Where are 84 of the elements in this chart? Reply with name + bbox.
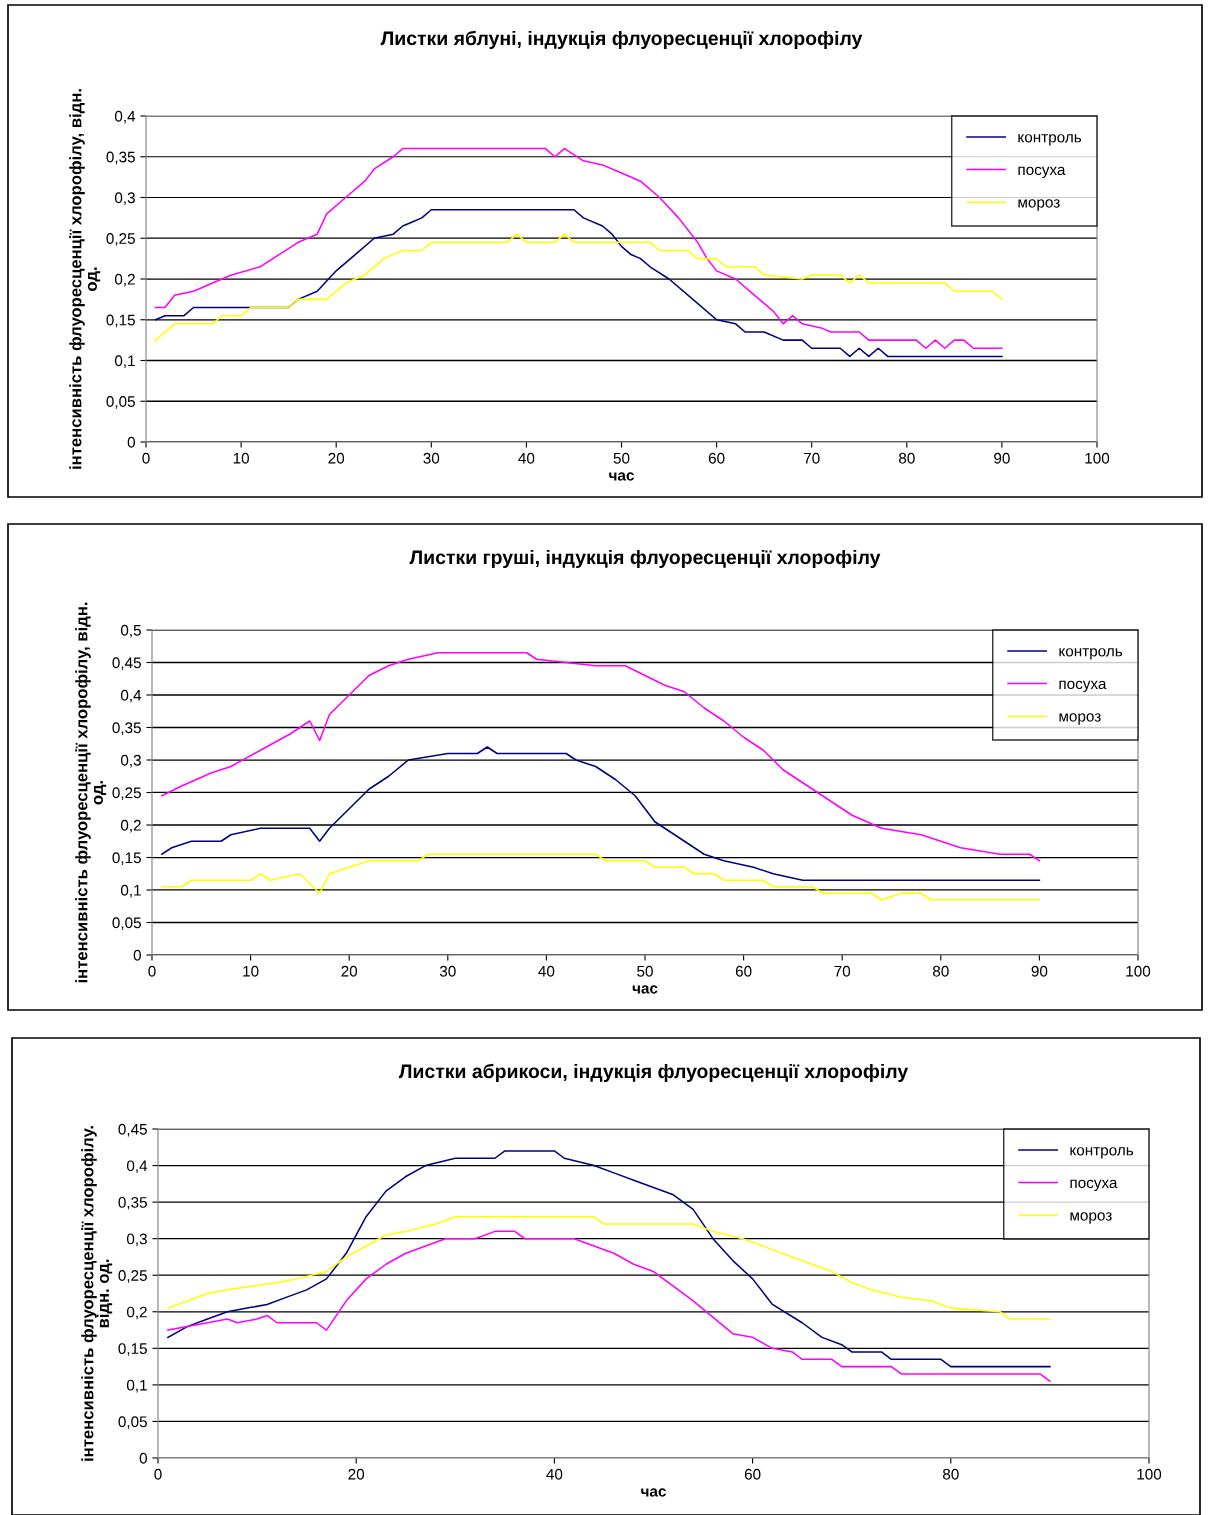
x-tick-label: 80 [932,965,949,977]
line-series [167,1230,1051,1382]
x-tick-label: 10 [243,965,259,977]
x-tick-label: 70 [834,965,851,977]
x-tick-label: 40 [546,1468,563,1480]
chart-title: Листки яблуні, індукція флуоресценції хлорофілу [380,30,863,50]
x-tick-label: 70 [803,452,820,464]
legend-label: посуха [1070,1179,1118,1192]
y-tick-label: 0,3 [126,1233,147,1247]
x-tick-label: 20 [328,452,345,464]
x-tick-label: 90 [1031,965,1048,977]
y-tick-label: 0,25 [112,787,141,800]
y-tick-label: 0,15 [112,852,141,865]
y-axis-title: інтенсивність флуоресценції хлорофілу, відн. од. [75,602,107,983]
y-tick-label: 0,45 [112,657,141,670]
y-tick-label: 0,4 [114,110,136,124]
y-tick-label: 0,3 [120,754,141,768]
y-tick-label: 0 [139,1452,147,1464]
chart-title: Листки груші, індукція флуоресценції хлорофілу [409,549,881,569]
y-tick-label: 0,1 [114,355,135,368]
x-axis-title: час [609,472,634,481]
y-tick-label: 0,1 [126,1379,147,1393]
legend-label: мороз [1018,199,1060,211]
x-tick-label: 10 [233,452,249,464]
x-tick-label: 30 [423,452,440,464]
y-axis-title: інтенсивність флуоресценції хлорофілу, відн. од. [69,89,101,469]
y-tick-label: 0,25 [106,233,135,246]
line-series [167,1150,1051,1368]
line-series [154,208,1003,358]
x-tick-label: 0 [148,965,156,977]
x-tick-label: 90 [994,452,1010,464]
line-series [161,651,1041,862]
line-series [154,147,1003,350]
legend-label: посуха [1018,166,1066,179]
y-tick-label: 0,05 [106,396,135,409]
y-axis-title: інтенсивність флуоресценції хлорофілу. відн. од. [81,1126,113,1461]
y-tick-label: 0 [133,949,141,961]
y-tick-label: 0,35 [112,722,141,735]
y-tick-label: 0,05 [112,917,141,930]
x-tick-label: 60 [708,452,725,464]
chart-title: Листки абрикоси, індукція флуоресценції хлорофілу [398,1063,909,1083]
x-tick-label: 0 [154,1468,162,1480]
line-series [161,746,1041,882]
legend-label: контроль [1070,1147,1134,1159]
x-tick-label: 100 [1126,965,1151,977]
line-series [167,1215,1051,1320]
y-tick-label: 0,1 [120,884,141,898]
legend-label: мороз [1059,713,1101,725]
x-tick-label: 100 [1137,1468,1162,1480]
legend-label: мороз [1070,1212,1112,1224]
x-axis-title: час [641,1488,666,1497]
x-tick-label: 60 [735,965,752,977]
y-tick-label: 0,5 [120,624,141,638]
x-tick-label: 80 [942,1468,959,1480]
y-tick-label: 0,35 [106,151,135,165]
line-series [161,853,1041,901]
y-tick-label: 0,45 [118,1123,147,1137]
legend-label: контроль [1018,134,1082,146]
legend-label: посуха [1059,680,1107,693]
y-tick-label: 0,2 [126,1306,147,1320]
x-tick-label: 30 [439,965,456,977]
x-tick-label: 100 [1085,452,1110,464]
x-tick-label: 20 [341,965,358,977]
y-tick-label: 0,3 [114,192,135,205]
y-tick-label: 0,4 [126,1160,148,1174]
x-tick-label: 40 [518,452,535,464]
x-tick-label: 50 [637,965,653,977]
x-tick-label: 20 [348,1468,365,1480]
x-tick-label: 40 [538,965,555,977]
y-tick-label: 0,15 [118,1343,147,1356]
y-tick-label: 0 [127,436,135,448]
line-series [154,233,1003,341]
y-tick-label: 0,25 [118,1270,147,1283]
x-tick-label: 80 [898,452,915,464]
y-tick-label: 0,2 [120,819,141,833]
y-tick-label: 0,4 [120,689,142,703]
legend-label: контроль [1059,648,1123,660]
y-tick-label: 0,35 [118,1196,147,1210]
x-tick-label: 60 [744,1468,761,1480]
y-tick-label: 0,15 [106,314,135,328]
x-axis-title: час [632,985,658,994]
x-tick-label: 50 [613,452,630,464]
y-tick-label: 0,05 [118,1416,147,1429]
y-tick-label: 0,2 [114,273,135,287]
